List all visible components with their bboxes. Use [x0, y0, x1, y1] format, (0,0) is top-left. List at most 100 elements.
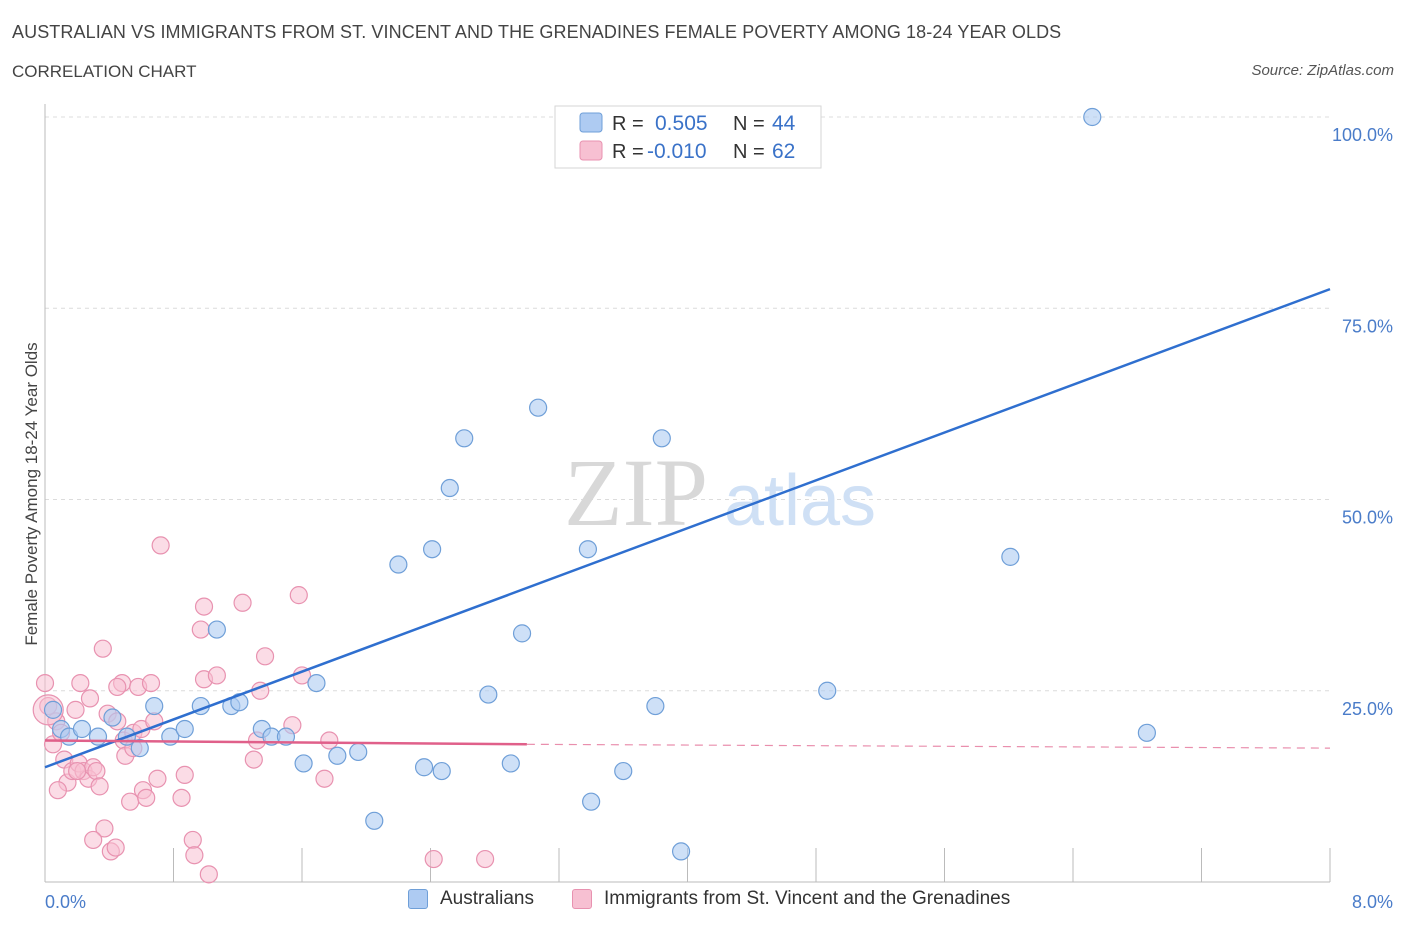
legend-label-immigrants: Immigrants from St. Vincent and the Gren… — [604, 888, 1011, 909]
immigrants-points — [32, 536, 495, 884]
immigrants-point — [151, 536, 170, 555]
trend-lines — [44, 287, 1331, 769]
x-tick-label-min: 0.0% — [45, 892, 86, 912]
immigrants-point — [183, 830, 202, 850]
immigrants-point — [233, 593, 252, 612]
y-tick-label: 100.0% — [1332, 125, 1393, 145]
australians-point — [307, 673, 326, 693]
australians-point — [365, 811, 384, 830]
stats-r-label-pink: R = — [612, 141, 644, 163]
stats-n-value-pink: 62 — [772, 140, 795, 163]
stats-r-label-blue: R = — [612, 113, 644, 135]
australians-point — [276, 727, 296, 746]
australians-point — [818, 681, 837, 700]
legend-item-australians[interactable]: Australians — [408, 888, 534, 910]
australians-point — [1137, 723, 1156, 742]
australians-point — [479, 685, 498, 704]
immigrants-point — [95, 819, 114, 838]
immigrants-point — [93, 639, 112, 658]
australians-point — [440, 478, 459, 498]
immigrants-point — [80, 689, 100, 708]
watermark: ZIP atlas — [564, 439, 876, 546]
immigrants-point — [71, 673, 90, 693]
immigrants-point — [148, 769, 167, 788]
watermark-atlas: atlas — [724, 461, 876, 541]
australians-point — [207, 620, 226, 639]
source-credit: Source: ZipAtlas.com — [1251, 62, 1394, 79]
australians-point — [130, 739, 149, 758]
australians-point — [1001, 547, 1020, 566]
australians-point — [432, 761, 451, 781]
stats-n-label-pink: N = — [733, 141, 765, 163]
immigrants-point — [84, 830, 103, 850]
immigrants-point — [68, 761, 87, 781]
immigrants-point — [244, 750, 263, 769]
australians-point — [349, 742, 368, 762]
australians-point — [671, 842, 691, 861]
immigrants-point — [315, 769, 334, 788]
immigrants-point — [320, 731, 339, 750]
immigrants-point — [424, 849, 443, 869]
watermark-zip: ZIP — [564, 439, 708, 546]
australians-point — [72, 719, 92, 739]
australians-point — [294, 754, 313, 773]
stats-r-value-blue: 0.505 — [655, 112, 708, 135]
immigrants-point — [108, 677, 127, 697]
y-tick-label: 75.0% — [1342, 316, 1393, 336]
immigrants-point — [289, 586, 308, 605]
australians-point — [455, 429, 474, 448]
australians-point — [414, 758, 434, 777]
immigrants-point — [66, 700, 85, 719]
australians-point — [646, 696, 665, 716]
legend-swatch-immigrants — [572, 889, 592, 909]
stats-swatch-pink — [579, 140, 603, 161]
australians-point — [88, 727, 108, 746]
australians-point — [614, 761, 633, 781]
immigrants-point — [191, 620, 210, 639]
immigrants-point — [35, 673, 55, 693]
australians-point — [145, 696, 164, 716]
immigrants-point — [141, 673, 161, 693]
y-tick-label: 50.0% — [1342, 508, 1393, 528]
australians-point — [389, 555, 408, 574]
australians-point — [512, 624, 532, 643]
legend-item-immigrants[interactable]: Immigrants from St. Vincent and the Gren… — [572, 888, 1010, 910]
immigrants-point — [185, 846, 204, 865]
immigrants-point — [207, 666, 226, 685]
australians-point — [582, 792, 601, 811]
immigrants-point — [48, 781, 67, 800]
immigrants-point — [87, 761, 106, 781]
australians-point — [529, 398, 548, 417]
immigrants-point — [172, 788, 191, 807]
australians-trend-line — [44, 287, 1331, 769]
legend-label-australians: Australians — [440, 888, 534, 909]
immigrants-point — [90, 777, 109, 796]
stats-swatch-blue — [579, 112, 603, 133]
stats-n-label-blue: N = — [733, 113, 765, 135]
axes: 25.0% 50.0% 75.0% 100.0% 0.0% 8.0% — [44, 104, 1393, 912]
x-tick-label-max: 8.0% — [1352, 892, 1393, 912]
bottom-legend: Australians Immigrants from St. Vincent … — [0, 888, 1406, 918]
immigrants-point — [194, 597, 214, 616]
australians-point — [328, 746, 347, 765]
australians-point — [175, 719, 194, 739]
immigrants-trend-extension — [526, 743, 1331, 749]
stats-n-value-blue: 44 — [772, 112, 796, 135]
australians-point — [1083, 107, 1102, 127]
immigrants-point — [476, 849, 495, 869]
australians-point — [501, 754, 520, 773]
australians-point — [43, 700, 63, 719]
chart-title: AUSTRALIAN VS IMMIGRANTS FROM ST. VINCEN… — [12, 22, 1062, 42]
chart-subtitle: CORRELATION CHART — [12, 62, 197, 81]
legend-swatch-australians — [408, 889, 428, 909]
immigrants-point — [175, 765, 194, 785]
australians-point — [652, 429, 671, 448]
australians-point — [578, 540, 598, 559]
y-axis-title: Female Poverty Among 18-24 Year Olds — [22, 342, 41, 646]
stats-legend: R = 0.505 N = 44 R = -0.010 N = 62 — [554, 105, 822, 169]
y-tick-label: 25.0% — [1342, 699, 1393, 719]
stats-r-value-pink: -0.010 — [647, 140, 707, 163]
immigrants-point — [255, 647, 275, 666]
immigrants-point — [106, 838, 125, 857]
